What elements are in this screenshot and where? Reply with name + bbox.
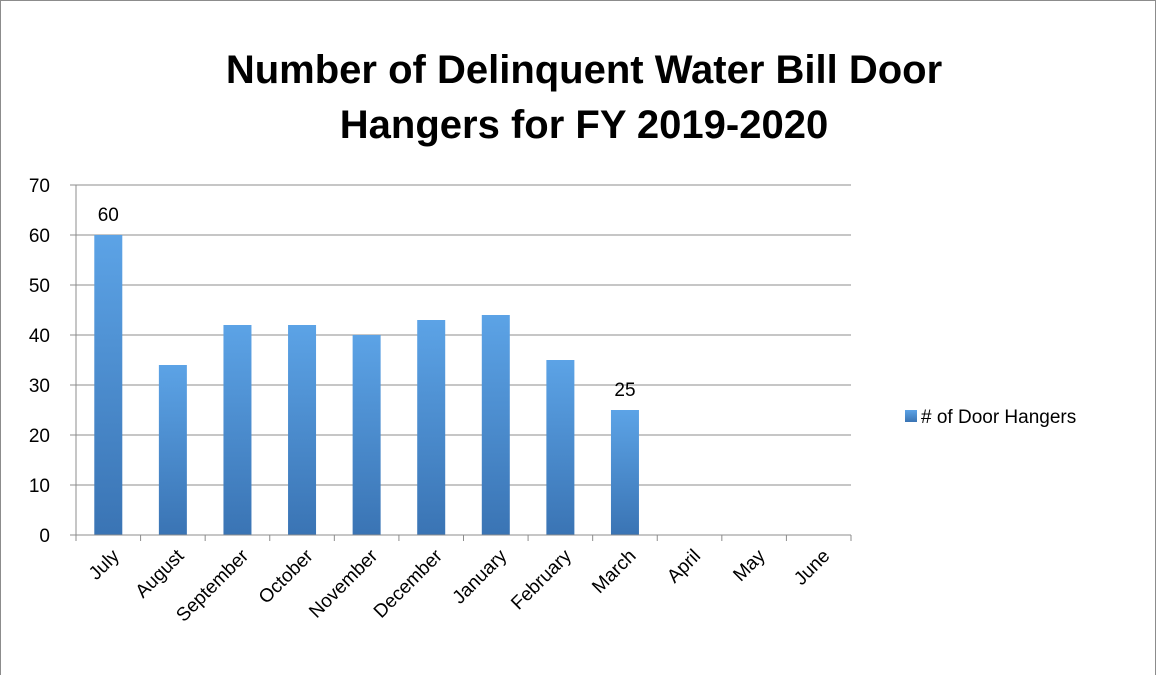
bar-november	[352, 335, 381, 535]
chart-title: Number of Delinquent Water Bill Door Han…	[226, 48, 942, 147]
y-tick-label: 40	[29, 326, 50, 347]
axes	[75, 185, 852, 541]
x-tick-label: October	[255, 545, 318, 608]
bar-september	[223, 325, 252, 535]
legend-label: # of Door Hangers	[921, 407, 1076, 428]
y-axis-tick-labels: 0 10 20 30 40 50 60 70	[29, 176, 50, 547]
y-tick-label: 50	[29, 276, 50, 297]
y-tick-label: 10	[29, 476, 50, 497]
chart-title-line-1: Number of Delinquent Water Bill Door	[226, 48, 942, 92]
y-tick-label: 70	[29, 176, 50, 197]
bar-august	[158, 365, 187, 535]
y-tick-label: 60	[29, 226, 50, 247]
chart-title-line-2: Hangers for FY 2019-2020	[340, 103, 828, 147]
data-label: 60	[98, 205, 119, 226]
bars	[94, 235, 639, 535]
bar-march	[610, 410, 639, 535]
bar-october	[288, 325, 317, 535]
bar-february	[546, 360, 575, 535]
y-tick-label: 30	[29, 376, 50, 397]
x-tick-label: August	[132, 545, 189, 602]
x-tick-label: November	[305, 545, 382, 622]
x-tick-label: December	[370, 545, 447, 622]
legend: # of Door Hangers	[905, 407, 1076, 428]
data-labels: 60 25	[98, 205, 636, 401]
y-tick-label: 0	[39, 526, 50, 547]
x-tick-label: January	[449, 545, 512, 608]
x-tick-label: April	[663, 546, 705, 588]
x-tick-label: May	[729, 545, 770, 586]
y-tick-label: 20	[29, 426, 50, 447]
x-tick-label: March	[588, 546, 640, 598]
legend-swatch	[905, 410, 917, 422]
bar-july	[94, 235, 123, 535]
data-label: 25	[614, 380, 635, 401]
gridlines	[70, 184, 851, 536]
x-tick-label: June	[790, 546, 834, 590]
x-tick-label: February	[507, 545, 576, 614]
bar-january	[481, 315, 510, 535]
bar-december	[417, 320, 446, 535]
x-tick-label: July	[85, 545, 124, 584]
